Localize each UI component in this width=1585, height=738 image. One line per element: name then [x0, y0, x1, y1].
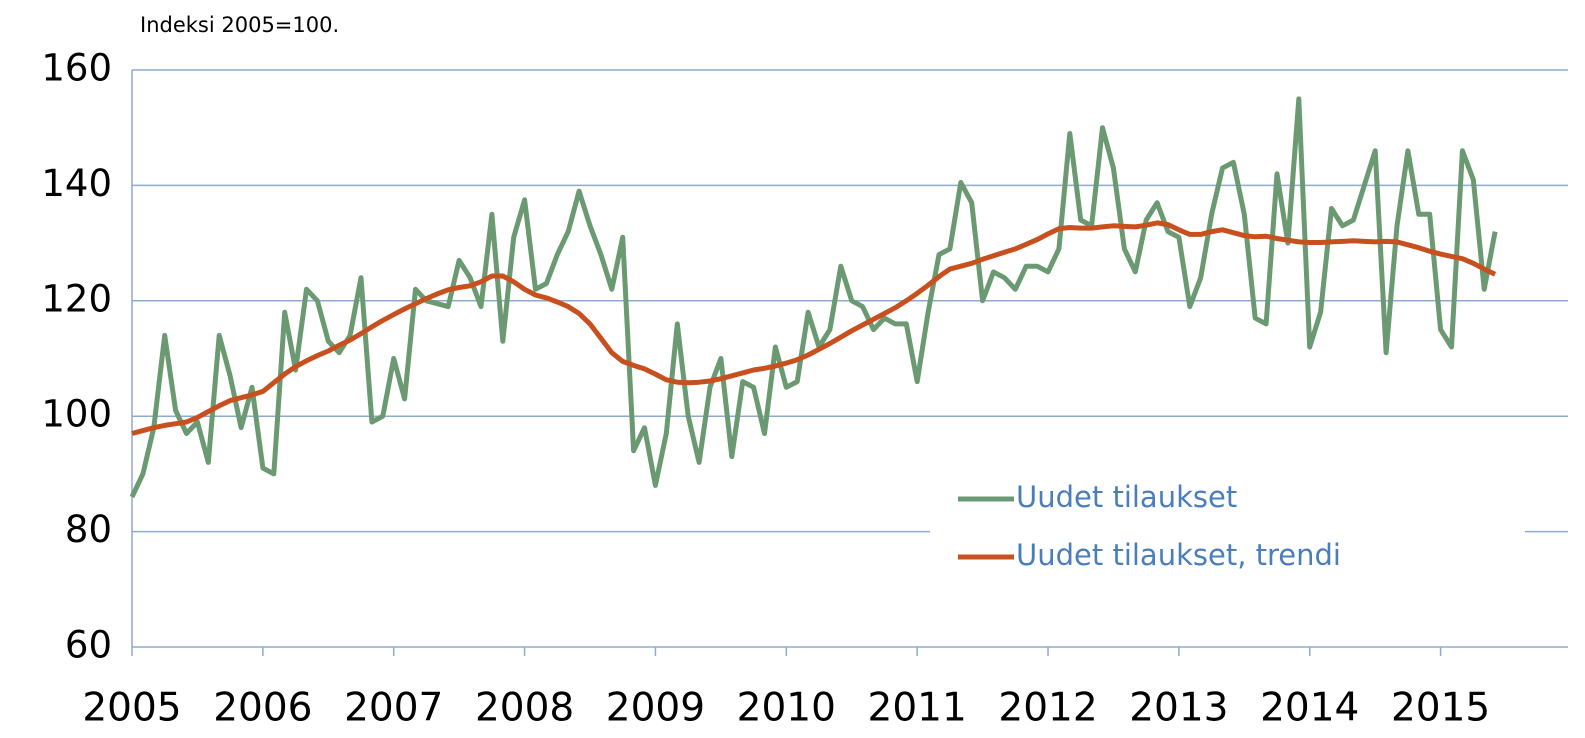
- legend-box: [930, 465, 1525, 595]
- x-tick-label: 2012: [998, 686, 1097, 731]
- x-tick-label: 2007: [344, 686, 443, 731]
- series-line: [129, 96, 1498, 499]
- chart-subtitle: Indeksi 2005=100.: [140, 13, 339, 37]
- x-tick-label: 2015: [1391, 686, 1490, 731]
- y-tick-label: 80: [65, 508, 112, 551]
- y-tick-label: 120: [41, 277, 112, 320]
- x-tick-label: 2013: [1129, 686, 1228, 731]
- x-tick-label: 2005: [82, 686, 181, 731]
- legend-label: Uudet tilaukset, trendi: [1016, 538, 1341, 572]
- y-tick-label: 60: [65, 624, 112, 667]
- x-tick-label: 2010: [737, 686, 836, 731]
- y-tick-label: 100: [41, 393, 112, 436]
- y-tick-label: 140: [41, 162, 112, 205]
- legend-label: Uudet tilaukset: [1016, 480, 1237, 514]
- x-tick-label: 2008: [475, 686, 574, 731]
- series-line: [131, 220, 1497, 436]
- x-tick-label: 2014: [1260, 686, 1359, 731]
- y-tick-label: 160: [41, 47, 112, 90]
- x-tick-label: 2009: [606, 686, 705, 731]
- x-tick-label: 2011: [868, 686, 967, 731]
- x-tick-label: 2006: [213, 686, 312, 731]
